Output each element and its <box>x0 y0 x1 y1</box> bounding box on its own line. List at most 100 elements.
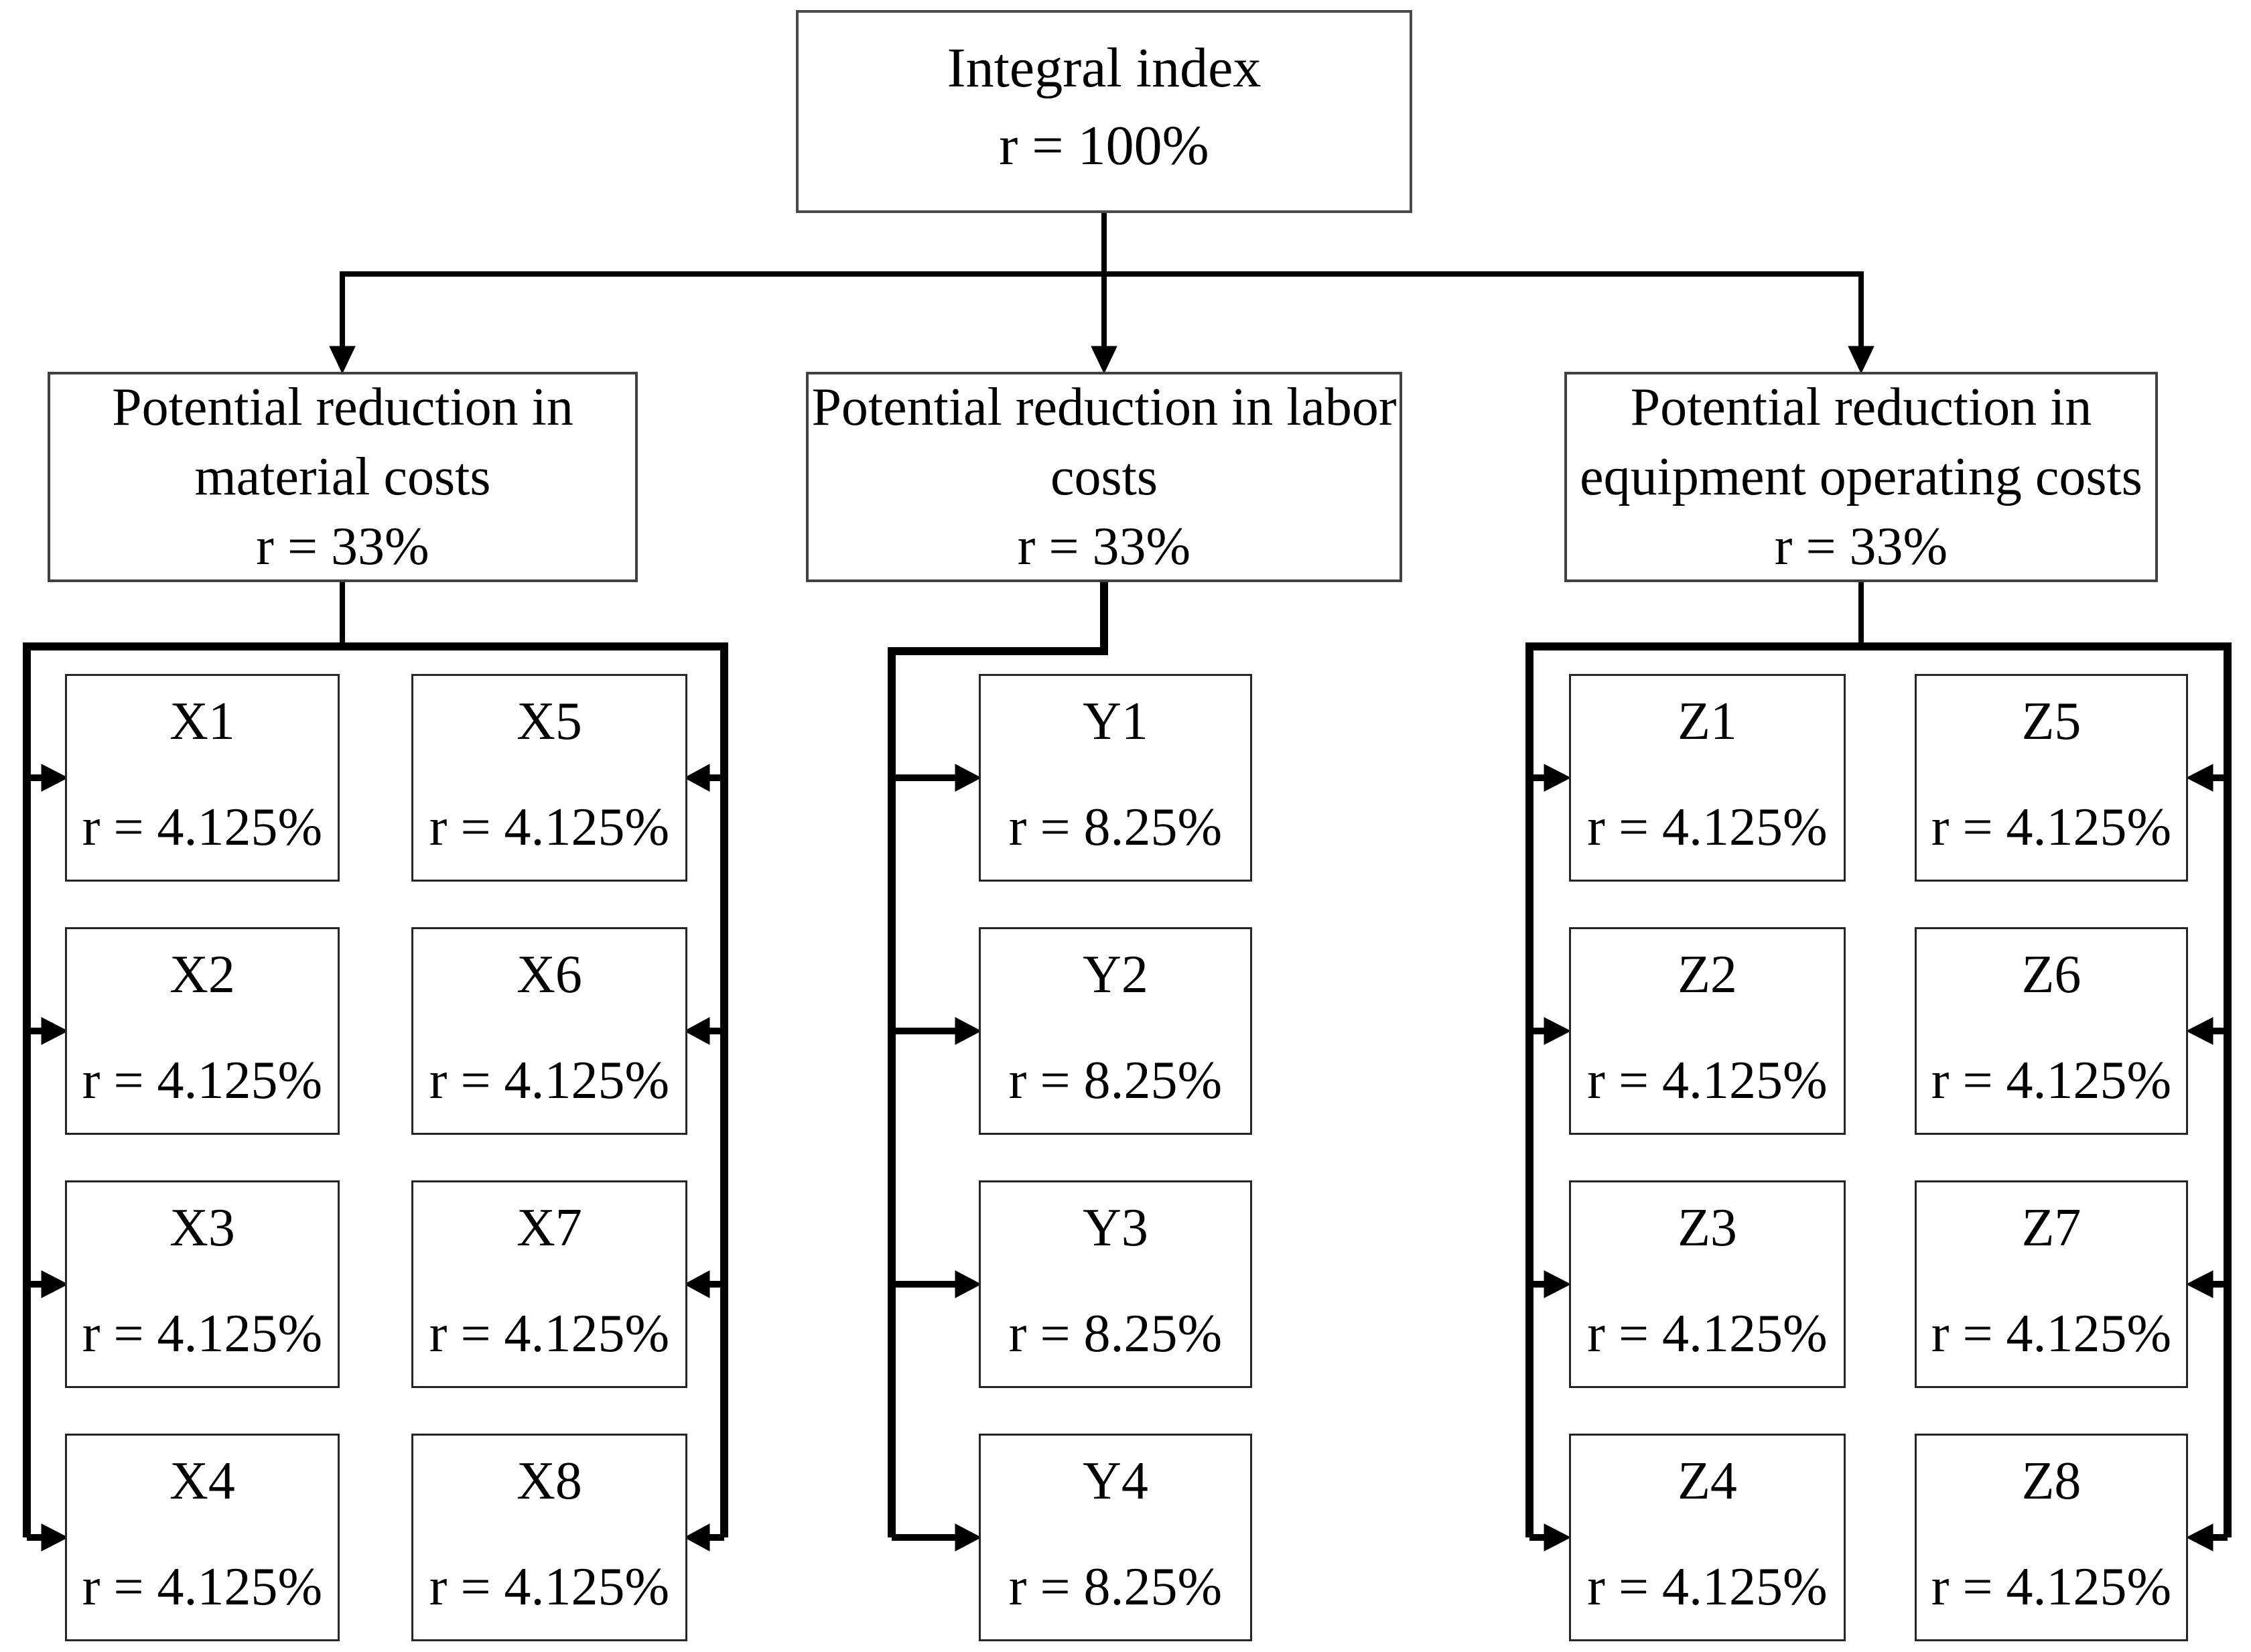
node-z4: Z4 r = 4.125% <box>1569 1434 1846 1641</box>
node-z1: Z1 r = 4.125% <box>1569 674 1846 882</box>
node-x6: X6 r = 4.125% <box>411 927 687 1135</box>
x-group-connectors <box>23 582 728 1552</box>
leaf-value: r = 4.125% <box>82 1304 323 1363</box>
arrow-right-x3-icon <box>41 1270 69 1298</box>
leaf-value: r = 4.125% <box>429 1051 670 1110</box>
leaf-value: r = 4.125% <box>1931 1558 2172 1616</box>
arrow-right-x4-icon <box>41 1523 69 1552</box>
arrow-right-x1-icon <box>41 764 69 792</box>
category-title-line: Potential reduction in <box>112 378 573 437</box>
leaf-label: Z3 <box>1678 1198 1737 1257</box>
leaf-label: Z5 <box>2021 692 2082 751</box>
z-group-connectors <box>1525 582 2232 1552</box>
node-x3: X3 r = 4.125% <box>65 1180 340 1388</box>
node-z2: Z2 r = 4.125% <box>1569 927 1846 1135</box>
y-arrow-stems <box>892 774 958 1541</box>
category-value: r = 33% <box>256 517 429 576</box>
node-z8: Z8 r = 4.125% <box>1915 1434 2188 1641</box>
category-value: r = 33% <box>1774 517 1948 576</box>
leaf-value: r = 4.125% <box>1587 1558 1828 1616</box>
leaf-label: X4 <box>169 1452 235 1511</box>
leaf-label: Y1 <box>1083 692 1148 751</box>
leaf-label: X5 <box>517 692 582 751</box>
leaf-label: Z7 <box>2021 1198 2082 1257</box>
leaf-label: Y2 <box>1083 945 1148 1004</box>
node-z5: Z5 r = 4.125% <box>1915 674 2188 882</box>
node-z7: Z7 r = 4.125% <box>1915 1180 2188 1388</box>
leaf-value: r = 4.125% <box>429 1304 670 1363</box>
root-value: r = 100% <box>999 114 1209 177</box>
leaf-value: r = 8.25% <box>1008 1304 1223 1363</box>
leaf-label: Y4 <box>1083 1452 1148 1511</box>
node-y2: Y2 r = 8.25% <box>979 927 1252 1135</box>
arrow-left-z5-icon <box>2185 764 2213 792</box>
node-material-costs: Potential reduction in material costs r … <box>48 372 638 582</box>
x-left-arrow-stems <box>27 774 44 1541</box>
arrow-right-z3-icon <box>1544 1270 1572 1298</box>
category-title-line: Potential reduction in labor <box>811 378 1397 437</box>
leaf-label: Z8 <box>2021 1452 2082 1511</box>
leaf-value: r = 4.125% <box>1931 1051 2172 1110</box>
leaf-label: X1 <box>169 692 235 751</box>
leaf-value: r = 4.125% <box>1931 798 2172 857</box>
arrow-left-z6-icon <box>2185 1017 2213 1045</box>
node-z3: Z3 r = 4.125% <box>1569 1180 1846 1388</box>
node-z6: Z6 r = 4.125% <box>1915 927 2188 1135</box>
leaf-value: r = 4.125% <box>82 798 323 857</box>
leaf-value: r = 8.25% <box>1008 798 1223 857</box>
arrow-down-material-icon <box>329 346 356 374</box>
arrow-down-labor-icon <box>1091 346 1117 374</box>
leaf-label: Z6 <box>2021 945 2082 1004</box>
node-x5: X5 r = 4.125% <box>411 674 687 882</box>
arrow-left-z8-icon <box>2185 1523 2213 1552</box>
category-title-line: equipment operating costs <box>1580 448 2142 506</box>
category-title-line: Potential reduction in <box>1630 378 2092 437</box>
leaf-value: r = 4.125% <box>82 1051 323 1110</box>
leaf-value: r = 4.125% <box>1931 1304 2172 1363</box>
leaf-value: r = 4.125% <box>1587 1051 1828 1110</box>
category-title-line: costs <box>1050 448 1158 506</box>
leaf-value: r = 8.25% <box>1008 1558 1223 1616</box>
leaf-value: r = 4.125% <box>429 1558 670 1616</box>
node-labor-costs: Potential reduction in labor costs r = 3… <box>806 372 1402 582</box>
node-x2: X2 r = 4.125% <box>65 927 340 1135</box>
y-group-rail <box>888 582 1108 1537</box>
arrow-left-x7-icon <box>683 1270 710 1298</box>
category-title-line: material costs <box>194 448 491 506</box>
arrow-right-z4-icon <box>1544 1523 1572 1552</box>
leaf-value: r = 4.125% <box>1587 798 1828 857</box>
leaf-value: r = 8.25% <box>1008 1051 1223 1110</box>
arrow-right-y3-icon <box>955 1270 982 1298</box>
leaf-value: r = 4.125% <box>1587 1304 1828 1363</box>
leaf-value: r = 4.125% <box>82 1558 323 1616</box>
leaf-label: X3 <box>169 1198 235 1257</box>
node-x8: X8 r = 4.125% <box>411 1434 687 1641</box>
leaf-label: X7 <box>517 1198 582 1257</box>
leaf-label: Z4 <box>1678 1452 1737 1511</box>
leaf-label: Z2 <box>1678 945 1737 1004</box>
arrow-right-z2-icon <box>1544 1017 1572 1045</box>
node-y1: Y1 r = 8.25% <box>979 674 1252 882</box>
arrow-right-z1-icon <box>1544 764 1572 792</box>
arrow-left-x6-icon <box>683 1017 710 1045</box>
arrow-down-equipment-icon <box>1848 346 1874 374</box>
z-right-arrow-stems <box>2210 774 2228 1541</box>
leaf-value: r = 4.125% <box>429 798 670 857</box>
leaf-label: X8 <box>517 1452 582 1511</box>
x-right-arrow-stems <box>707 774 724 1541</box>
node-x7: X7 r = 4.125% <box>411 1180 687 1388</box>
leaf-label: X6 <box>517 945 582 1004</box>
arrow-right-y4-icon <box>955 1523 982 1552</box>
node-integral-index: Integral index r = 100% <box>796 10 1412 213</box>
arrow-right-y1-icon <box>955 764 982 792</box>
leaf-label: X2 <box>169 945 235 1004</box>
node-x1: X1 r = 4.125% <box>65 674 340 882</box>
y-group-connectors <box>888 582 1108 1552</box>
leaf-label: Y3 <box>1083 1198 1148 1257</box>
node-y3: Y3 r = 8.25% <box>979 1180 1252 1388</box>
node-equipment-costs: Potential reduction in equipment operati… <box>1564 372 2158 582</box>
category-value: r = 33% <box>1017 517 1191 576</box>
z-left-arrow-stems <box>1529 774 1547 1541</box>
